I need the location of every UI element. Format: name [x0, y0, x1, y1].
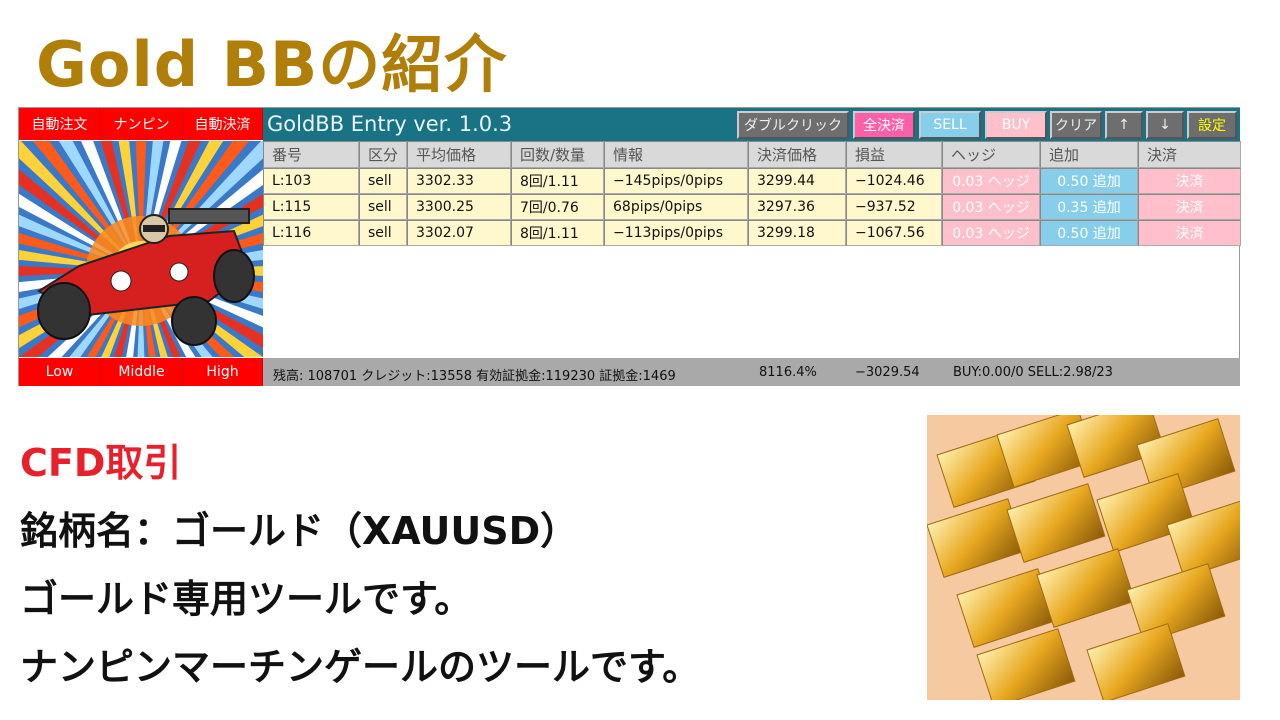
middle-button[interactable]: Middle: [101, 358, 183, 386]
cell-side: sell: [359, 220, 407, 246]
sell-button[interactable]: SELL: [919, 111, 981, 139]
cell-close-price: 3297.36: [748, 194, 846, 220]
burst-ray: [141, 271, 181, 357]
nanpin-button[interactable]: ナンピン: [101, 108, 183, 140]
status-bar: 残高: 108701 クレジット:13558 有効証拠金:119230 証拠金:…: [263, 358, 1240, 386]
cell-count: 8回/1.11: [511, 220, 604, 246]
symbol-line: 銘柄名：ゴールド（XAUUSD）: [20, 509, 579, 553]
cell-side: sell: [359, 194, 407, 220]
margin-level: 8116.4%: [759, 365, 817, 380]
gold-bar: [1136, 418, 1236, 498]
gold-bar: [1166, 498, 1240, 578]
gold-bar: [1126, 563, 1226, 643]
cell-close-price: 3299.18: [748, 220, 846, 246]
goldbb-panel: 自動注文 ナンピン 自動決済 Low Middle High GoldBB En…: [18, 107, 1241, 386]
close-position-button[interactable]: 決済: [1138, 194, 1241, 220]
gold-bar: [1006, 483, 1106, 563]
column-header: 回数/数量: [511, 141, 604, 168]
hedge-button[interactable]: 0.03 ヘッジ: [942, 194, 1040, 220]
auto-order-button[interactable]: 自動注文: [19, 108, 101, 140]
column-header: 追加: [1040, 141, 1138, 168]
add-button[interactable]: 0.35 追加: [1040, 194, 1138, 220]
column-header: 情報: [604, 141, 748, 168]
total-pl: −3029.54: [855, 365, 920, 380]
auto-close-button[interactable]: 自動決済: [183, 108, 263, 140]
high-button[interactable]: High: [183, 358, 263, 386]
cell-id: L:103: [263, 168, 359, 194]
hedge-button[interactable]: 0.03 ヘッジ: [942, 168, 1040, 194]
burst-ray: [141, 141, 202, 271]
down-button[interactable]: ↓: [1146, 111, 1184, 139]
buy-button[interactable]: BUY: [985, 111, 1047, 139]
cell-pl: −937.52: [846, 194, 942, 220]
account-info: 残高: 108701 クレジット:13558 有効証拠金:119230 証拠金:…: [273, 369, 676, 384]
cell-avg: 3300.25: [407, 194, 511, 220]
martingale-line: ナンピンマーチンゲールのツールです。: [20, 645, 701, 689]
close-all-button[interactable]: 全決済: [853, 111, 915, 139]
gold-bar: [1086, 623, 1186, 700]
race-car-image: [19, 141, 263, 357]
close-position-button[interactable]: 決済: [1138, 220, 1241, 246]
cell-info: −145pips/0pips: [604, 168, 748, 194]
add-button[interactable]: 0.50 追加: [1040, 168, 1138, 194]
cell-pl: −1024.46: [846, 168, 942, 194]
cell-id: L:116: [263, 220, 359, 246]
cell-close-price: 3299.44: [748, 168, 846, 194]
app-title: GoldBB Entry ver. 1.0.3: [267, 112, 513, 136]
low-button[interactable]: Low: [19, 358, 101, 386]
column-header: ヘッジ: [942, 141, 1040, 168]
clear-button[interactable]: クリア: [1050, 111, 1102, 139]
up-button[interactable]: ↑: [1105, 111, 1143, 139]
position-summary: BUY:0.00/0 SELL:2.98/23: [953, 365, 1113, 380]
gold-bar: [976, 628, 1076, 700]
gold-bar: [1066, 415, 1166, 478]
column-header: 平均価格: [407, 141, 511, 168]
gold-tool-line: ゴールド専用ツールです。: [20, 577, 473, 621]
settings-button[interactable]: 設定: [1187, 111, 1237, 139]
cfd-label: CFD取引: [20, 441, 182, 485]
cell-pl: −1067.56: [846, 220, 942, 246]
cell-avg: 3302.33: [407, 168, 511, 194]
column-header: 決済: [1138, 141, 1241, 168]
burst-ray: [135, 141, 147, 271]
burst-ray: [141, 271, 156, 357]
gold-bar: [1036, 548, 1136, 628]
column-header: 決済価格: [748, 141, 846, 168]
cell-count: 8回/1.11: [511, 168, 604, 194]
app-header: GoldBB Entry ver. 1.0.3 ダブルクリック 全決済 SELL…: [263, 108, 1240, 141]
add-button[interactable]: 0.50 追加: [1040, 220, 1138, 246]
cell-info: −113pips/0pips: [604, 220, 748, 246]
burst-ray: [141, 141, 164, 271]
cell-count: 7回/0.76: [511, 194, 604, 220]
hedge-button[interactable]: 0.03 ヘッジ: [942, 220, 1040, 246]
column-header: 区分: [359, 141, 407, 168]
cell-id: L:115: [263, 194, 359, 220]
cell-side: sell: [359, 168, 407, 194]
column-header: 番号: [263, 141, 359, 168]
gold-bars-image: [927, 415, 1240, 700]
column-header: 損益: [846, 141, 942, 168]
burst-ray: [69, 271, 141, 357]
cell-avg: 3302.07: [407, 220, 511, 246]
double-click-button[interactable]: ダブルクリック: [737, 111, 849, 139]
close-position-button[interactable]: 決済: [1138, 168, 1241, 194]
cell-info: 68pips/0pips: [604, 194, 748, 220]
page-title: Gold BBの紹介: [36, 28, 508, 101]
